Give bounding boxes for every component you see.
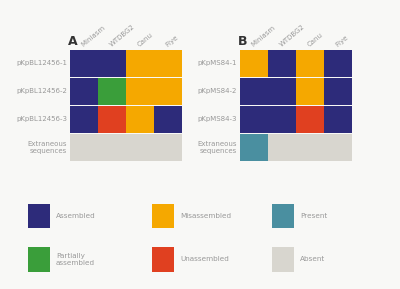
Bar bbox=[98, 134, 126, 161]
Bar bbox=[154, 134, 182, 161]
Bar bbox=[154, 78, 182, 105]
Text: pKpMS84-3: pKpMS84-3 bbox=[198, 116, 237, 123]
Text: pKpBL12456-2: pKpBL12456-2 bbox=[16, 88, 67, 95]
Text: Unassembled: Unassembled bbox=[180, 256, 229, 262]
Bar bbox=[240, 50, 268, 77]
Text: WTDBG2: WTDBG2 bbox=[278, 24, 306, 48]
Text: Miniasm: Miniasm bbox=[250, 25, 276, 48]
Bar bbox=[240, 106, 268, 133]
Text: A: A bbox=[68, 35, 77, 48]
Bar bbox=[296, 50, 324, 77]
Bar bbox=[268, 134, 296, 161]
Text: WTDBG2: WTDBG2 bbox=[108, 24, 136, 48]
Bar bbox=[296, 78, 324, 105]
Text: Miniasm: Miniasm bbox=[80, 25, 106, 48]
Bar bbox=[126, 50, 154, 77]
Bar bbox=[324, 78, 352, 105]
Bar bbox=[70, 134, 98, 161]
Bar bbox=[126, 106, 154, 133]
Text: Partially
assembled: Partially assembled bbox=[56, 253, 95, 266]
Text: pKpBL12456-3: pKpBL12456-3 bbox=[16, 116, 67, 123]
Bar bbox=[70, 78, 98, 105]
Bar bbox=[268, 78, 296, 105]
Text: Present: Present bbox=[300, 213, 327, 219]
Bar bbox=[324, 50, 352, 77]
Bar bbox=[98, 50, 126, 77]
Bar bbox=[268, 106, 296, 133]
Bar bbox=[70, 50, 98, 77]
Bar bbox=[126, 134, 154, 161]
Bar bbox=[296, 134, 324, 161]
Bar bbox=[240, 78, 268, 105]
Bar bbox=[154, 50, 182, 77]
Bar bbox=[154, 106, 182, 133]
Text: Canu: Canu bbox=[136, 32, 154, 48]
Bar bbox=[98, 106, 126, 133]
Text: pKpBL12456-1: pKpBL12456-1 bbox=[16, 60, 67, 66]
Text: Assembled: Assembled bbox=[56, 213, 96, 219]
Text: Absent: Absent bbox=[300, 256, 325, 262]
Bar bbox=[324, 106, 352, 133]
Text: Flye: Flye bbox=[334, 34, 349, 48]
Text: Misassembled: Misassembled bbox=[180, 213, 231, 219]
Bar bbox=[268, 50, 296, 77]
Text: Flye: Flye bbox=[164, 34, 179, 48]
Text: Canu: Canu bbox=[306, 32, 324, 48]
Bar bbox=[240, 134, 268, 161]
Bar bbox=[324, 134, 352, 161]
Text: pKpMS84-1: pKpMS84-1 bbox=[198, 60, 237, 66]
Text: Extraneous
sequences: Extraneous sequences bbox=[198, 141, 237, 154]
Text: Extraneous
sequences: Extraneous sequences bbox=[28, 141, 67, 154]
Text: B: B bbox=[238, 35, 247, 48]
Text: pKpMS84-2: pKpMS84-2 bbox=[198, 88, 237, 95]
Bar bbox=[70, 106, 98, 133]
Bar bbox=[126, 78, 154, 105]
Bar bbox=[296, 106, 324, 133]
Bar bbox=[98, 78, 126, 105]
